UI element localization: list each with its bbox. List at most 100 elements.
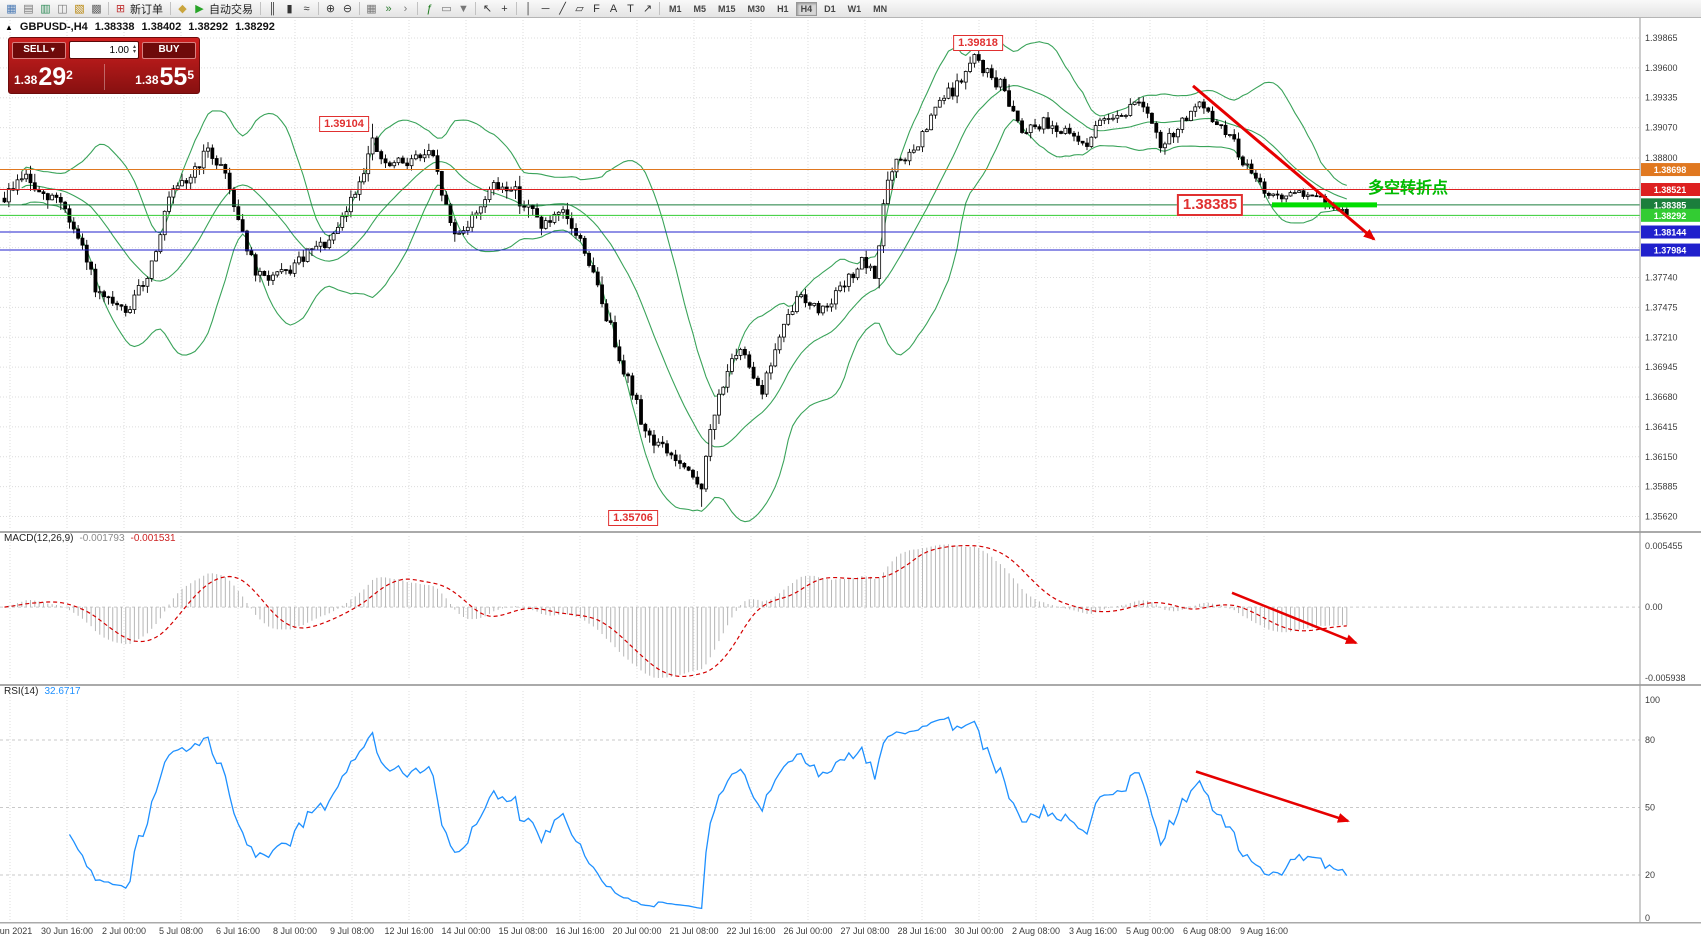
fibonacci-icon[interactable]: F: [593, 2, 600, 15]
toolbar-separator: [359, 2, 360, 15]
svg-text:5 Aug 00:00: 5 Aug 00:00: [1126, 926, 1174, 936]
svg-text:0.005455: 0.005455: [1645, 541, 1683, 551]
svg-text:27 Jul 08:00: 27 Jul 08:00: [840, 926, 889, 936]
volume-input[interactable]: [70, 44, 131, 56]
svg-text:1.38292: 1.38292: [1654, 211, 1687, 221]
svg-text:3 Aug 16:00: 3 Aug 16:00: [1069, 926, 1117, 936]
data-window-icon[interactable]: ◫: [57, 2, 68, 15]
macd-main-value: -0.001793: [79, 533, 125, 544]
panel-separator: [0, 922, 1701, 924]
timeframe-d1-button[interactable]: D1: [819, 2, 841, 16]
buy-button[interactable]: BUY: [142, 41, 196, 59]
autotrading-button[interactable]: ▶: [195, 2, 204, 15]
timeframe-m1-button[interactable]: M1: [664, 2, 687, 16]
zoom-out-icon[interactable]: ⊖: [342, 2, 353, 15]
svg-text:1.38800: 1.38800: [1645, 153, 1678, 163]
ask-integer: 1.38: [135, 73, 159, 87]
svg-text:12 Jul 16:00: 12 Jul 16:00: [384, 926, 433, 936]
svg-text:100: 100: [1645, 695, 1660, 705]
crosshair-icon[interactable]: +: [501, 2, 508, 15]
indicators-icon[interactable]: ƒ: [426, 2, 433, 15]
buy-price-display[interactable]: 1.38 55 5: [133, 60, 196, 90]
candlestick-chart-icon[interactable]: ▮: [286, 2, 293, 15]
bid-pips: 29: [38, 63, 67, 91]
svg-text:1.38521: 1.38521: [1654, 185, 1687, 195]
terminal-icon[interactable]: ▩: [91, 2, 102, 15]
navigator-icon[interactable]: ▧: [74, 2, 85, 15]
svg-text:14 Jul 00:00: 14 Jul 00:00: [441, 926, 490, 936]
svg-text:1.39600: 1.39600: [1645, 63, 1678, 73]
one-click-trade-panel: SELL ▾ ▴▾ BUY 1.38 29 2 1.38 55 5: [8, 37, 200, 94]
new-order-button[interactable]: ⊞: [115, 2, 126, 15]
sell-options-caret-icon[interactable]: ▾: [50, 45, 55, 54]
svg-text:20 Jul 00:00: 20 Jul 00:00: [612, 926, 661, 936]
timeframe-m5-button[interactable]: M5: [689, 2, 712, 16]
toolbar-separator: [318, 2, 319, 15]
price-divider: [103, 64, 105, 90]
line-chart-icon[interactable]: ≈: [303, 2, 310, 15]
zoom-in-icon[interactable]: ⊕: [325, 2, 336, 15]
quote-high: 1.38402: [141, 21, 182, 33]
svg-text:1.39865: 1.39865: [1645, 33, 1678, 43]
svg-text:6 Jul 16:00: 6 Jul 16:00: [216, 926, 260, 936]
price-badge: [1641, 243, 1700, 257]
svg-text:1.37475: 1.37475: [1645, 302, 1678, 312]
horizontal-line-icon[interactable]: ─: [541, 2, 550, 15]
toolbar-separator: [659, 2, 660, 15]
tile-windows-icon[interactable]: ▦: [366, 2, 377, 15]
ask-pips: 55: [159, 63, 188, 91]
svg-text:1.35885: 1.35885: [1645, 482, 1678, 492]
cursor-icon[interactable]: ↖: [482, 2, 493, 15]
timeframe-w1-button[interactable]: W1: [843, 2, 867, 16]
svg-text:1.38385: 1.38385: [1654, 200, 1687, 210]
svg-text:50: 50: [1645, 803, 1655, 813]
sell-price-display[interactable]: 1.38 29 2: [12, 60, 75, 90]
profiles-icon[interactable]: ▤: [23, 2, 34, 15]
price-badge: [1641, 208, 1700, 222]
macd-histogram: [8, 544, 1348, 678]
svg-text:28 Jul 16:00: 28 Jul 16:00: [897, 926, 946, 936]
volume-spinner[interactable]: ▴ ▾: [132, 44, 136, 55]
market-watch-icon[interactable]: ▥: [40, 2, 51, 15]
toolbar-separator: [516, 2, 517, 15]
svg-text:9 Aug 16:00: 9 Aug 16:00: [1240, 926, 1288, 936]
svg-text:0.00: 0.00: [1645, 602, 1663, 612]
new-order-button-label[interactable]: 新订单: [130, 3, 163, 16]
svg-text:1.39335: 1.39335: [1645, 93, 1678, 103]
svg-text:1.37210: 1.37210: [1645, 332, 1678, 342]
trendline-icon[interactable]: ╱: [559, 2, 566, 15]
timeframe-h1-button[interactable]: H1: [772, 2, 794, 16]
timeframe-m30-button[interactable]: M30: [743, 2, 771, 16]
price-badge: [1641, 198, 1700, 212]
sell-button[interactable]: SELL ▾: [12, 41, 66, 59]
new-chart-icon[interactable]: ▦: [6, 2, 17, 15]
svg-text:1.37984: 1.37984: [1654, 246, 1687, 256]
main-toolbar: ▦ ▤ ▥ ◫ ▧ ▩ ⊞ 新订单 ◆ ▶ 自动交易 ║ ▮ ≈ ⊕ ⊖ ▦» › ƒ ▭ ▼ ↖ + │ ─ ╱ ▱ F A T ↗ M1 M…: [0, 0, 1701, 18]
chart-shift-icon[interactable]: ›: [403, 2, 408, 15]
svg-text:5 Jul 08:00: 5 Jul 08:00: [159, 926, 203, 936]
macd-signal-line: [4, 544, 1347, 678]
svg-text:-0.005938: -0.005938: [1645, 673, 1686, 683]
metaeditor-icon[interactable]: ◆: [178, 2, 187, 15]
auto-scroll-icon[interactable]: »: [385, 2, 392, 15]
rsi-line: [68, 716, 1348, 910]
timeframe-mn-button[interactable]: MN: [868, 2, 892, 16]
svg-text:2 Jul 00:00: 2 Jul 00:00: [102, 926, 146, 936]
text-icon[interactable]: A: [609, 2, 618, 15]
label-icon[interactable]: T: [627, 2, 634, 15]
timeframe-m15-button[interactable]: M15: [713, 2, 741, 16]
autotrading-button-label[interactable]: 自动交易: [209, 3, 253, 16]
channel-icon[interactable]: ▱: [575, 2, 584, 15]
period-selector-icon[interactable]: ▭: [441, 2, 452, 15]
template-icon[interactable]: ▼: [458, 2, 469, 15]
arrows-icon[interactable]: ↗: [642, 2, 653, 15]
svg-text:80: 80: [1645, 735, 1655, 745]
rsi-name: RSI(14): [4, 686, 39, 697]
bar-chart-icon[interactable]: ║: [268, 2, 277, 15]
timeframe-h4-button[interactable]: H4: [795, 1, 818, 16]
candles: [2, 43, 1349, 507]
toolbar-separator: [108, 2, 109, 15]
vertical-line-icon[interactable]: │: [525, 2, 532, 15]
